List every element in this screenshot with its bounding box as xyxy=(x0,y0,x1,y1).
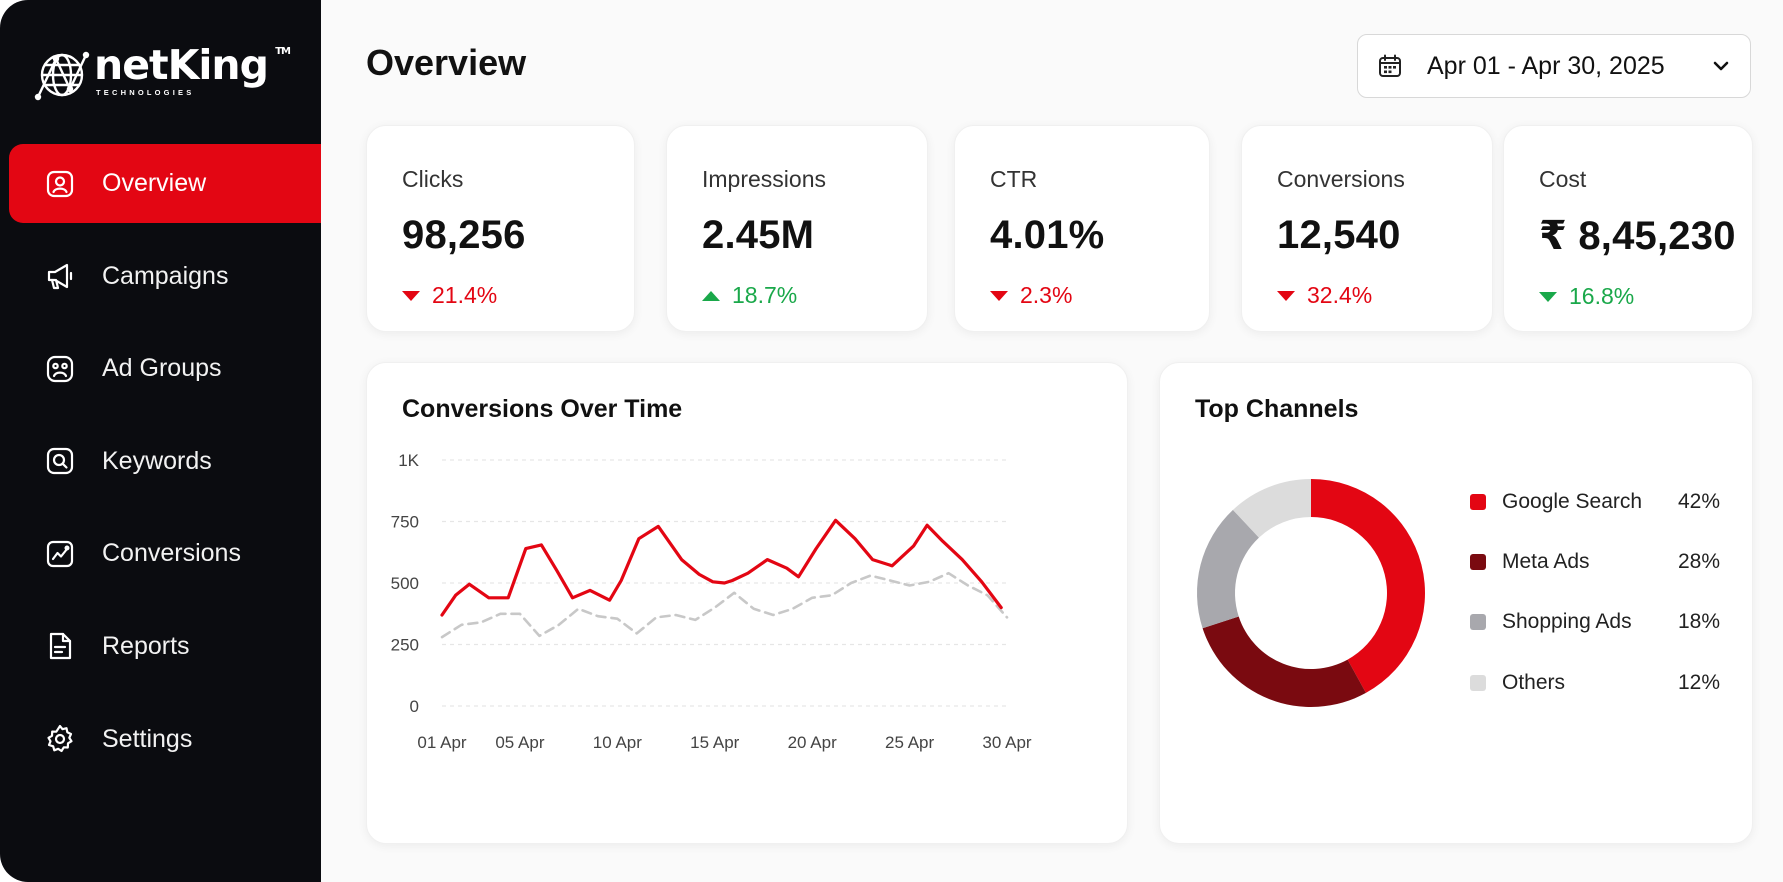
arrow-down-icon xyxy=(1277,290,1295,301)
comparison-series-line xyxy=(440,571,1009,639)
y-tick-label: 1K xyxy=(398,451,419,470)
conversions-line-chart: 0 250 500 750 1K 01 Apr 05 Apr 10 Apr 15 Apr 20 A… xyxy=(391,451,1032,752)
legend-value: 42% xyxy=(1677,490,1720,513)
kpi-label: Conversions xyxy=(1277,166,1405,192)
sidebar-item-label: Campaigns xyxy=(102,261,229,290)
legend-item: Meta Ads 28% xyxy=(1470,550,1720,574)
kpi-change: 2.3% xyxy=(990,282,1209,309)
x-tick-label: 20 Apr xyxy=(788,733,837,752)
kpi-value: ₹ 8,45,230 xyxy=(1539,214,1736,258)
x-tick-label: 10 Apr xyxy=(593,733,642,752)
brand-logo[interactable]: netKing TM TECHNOLOGIES xyxy=(34,45,291,104)
sidebar-item-keywords[interactable]: Keywords xyxy=(9,422,321,501)
kpi-card-conversions: Conversions 12,540 32.4% xyxy=(1241,125,1493,332)
kpi-change: 18.7% xyxy=(702,282,927,309)
trend-chart-icon xyxy=(44,538,76,570)
kpi-change: 16.8% xyxy=(1539,283,1752,310)
sidebar-nav: Overview Campaigns Ad Groups Keywords Co… xyxy=(9,144,321,792)
page-title: Overview xyxy=(366,42,527,83)
y-tick-label: 750 xyxy=(391,513,419,532)
globe-network-icon xyxy=(34,51,90,101)
chevron-down-icon xyxy=(1713,61,1729,71)
date-range-picker[interactable]: Apr 01 - Apr 30, 2025 xyxy=(1357,34,1751,98)
sidebar-item-label: Ad Groups xyxy=(102,354,222,383)
donut-slice xyxy=(1311,479,1425,693)
sidebar: netKing TM TECHNOLOGIES Overview Campaig… xyxy=(0,0,321,882)
kpi-value: 12,540 xyxy=(1277,213,1401,257)
brand-name: netKing xyxy=(94,41,269,89)
sidebar-item-label: Conversions xyxy=(102,539,241,568)
sidebar-item-settings[interactable]: Settings xyxy=(9,700,321,779)
legend-value: 28% xyxy=(1677,550,1720,573)
trademark-mark: TM xyxy=(275,46,291,57)
legend-item: Shopping Ads 18% xyxy=(1470,610,1720,634)
legend-swatch xyxy=(1470,675,1486,691)
y-tick-label: 250 xyxy=(391,636,419,655)
conversions-chart-card: Conversions Over Time 0 250 500 750 1K 01 Apr… xyxy=(366,362,1128,844)
chart-title: Conversions Over Time xyxy=(402,395,683,423)
sidebar-item-ad-groups[interactable]: Ad Groups xyxy=(9,329,321,408)
sidebar-item-overview[interactable]: Overview xyxy=(9,144,321,223)
x-tick-label: 30 Apr xyxy=(982,733,1031,752)
user-square-icon xyxy=(44,168,76,200)
calendar-icon xyxy=(1379,54,1401,77)
sidebar-item-campaigns[interactable]: Campaigns xyxy=(9,237,321,316)
sidebar-item-conversions[interactable]: Conversions xyxy=(9,514,321,593)
megaphone-icon xyxy=(44,260,76,292)
donut-slice xyxy=(1232,479,1311,538)
legend-swatch xyxy=(1470,554,1486,570)
legend-swatch xyxy=(1470,494,1486,510)
group-face-icon xyxy=(44,353,76,385)
sidebar-item-label: Overview xyxy=(102,169,207,197)
channels-donut-chart xyxy=(1197,479,1425,707)
legend-swatch xyxy=(1470,614,1486,630)
legend-item: Google Search 42% xyxy=(1470,490,1720,514)
arrow-down-icon xyxy=(990,290,1008,301)
legend-label: Google Search xyxy=(1502,490,1643,513)
kpi-card-clicks: Clicks 98,256 21.4% xyxy=(366,125,635,332)
x-tick-label: 15 Apr xyxy=(690,733,739,752)
conversions-series-line xyxy=(440,518,1003,617)
donut-slice xyxy=(1197,509,1259,629)
sidebar-item-label: Settings xyxy=(102,724,193,753)
legend-label: Shopping Ads xyxy=(1502,610,1632,633)
date-range-value: Apr 01 - Apr 30, 2025 xyxy=(1427,51,1665,80)
top-channels-card: Top Channels Google Search 42% Meta Ads 28%… xyxy=(1159,362,1753,844)
brand-tagline: TECHNOLOGIES xyxy=(96,88,195,97)
legend-item: Others 12% xyxy=(1470,671,1720,695)
chart-title: Top Channels xyxy=(1195,395,1359,423)
kpi-label: Clicks xyxy=(402,166,464,192)
kpi-change: 21.4% xyxy=(402,282,634,309)
legend-label: Meta Ads xyxy=(1502,550,1590,573)
kpi-label: CTR xyxy=(990,166,1038,192)
main-content: Overview Apr 01 - Apr 30, 2025 Clicks 98… xyxy=(321,0,1783,882)
y-tick-label: 500 xyxy=(391,574,419,593)
arrow-down-icon xyxy=(402,290,420,301)
kpi-change: 32.4% xyxy=(1277,282,1492,309)
kpi-card-cost: Cost ₹ 8,45,230 16.8% xyxy=(1503,125,1753,332)
kpi-label: Impressions xyxy=(702,166,826,192)
kpi-card-impressions: Impressions 2.45M 18.7% xyxy=(666,125,928,332)
sidebar-item-label: Keywords xyxy=(102,446,212,475)
y-tick-label: 0 xyxy=(410,697,419,716)
document-icon xyxy=(44,630,76,662)
x-tick-label: 01 Apr xyxy=(417,733,466,752)
kpi-card-ctr: CTR 4.01% 2.3% xyxy=(954,125,1210,332)
search-square-icon xyxy=(44,445,76,477)
x-tick-label: 25 Apr xyxy=(885,733,934,752)
sidebar-item-reports[interactable]: Reports xyxy=(9,607,321,686)
x-tick-label: 05 Apr xyxy=(495,733,544,752)
legend-value: 18% xyxy=(1677,610,1720,633)
kpi-value: 4.01% xyxy=(990,213,1105,257)
kpi-label: Cost xyxy=(1539,166,1587,192)
kpi-value: 2.45M xyxy=(702,213,815,257)
legend-label: Others xyxy=(1502,671,1566,694)
sidebar-item-label: Reports xyxy=(102,631,190,660)
arrow-up-icon xyxy=(702,290,720,301)
arrow-down-icon xyxy=(1539,291,1557,302)
donut-slice xyxy=(1202,616,1366,707)
kpi-value: 98,256 xyxy=(402,213,526,257)
gear-icon xyxy=(44,723,76,755)
legend-value: 12% xyxy=(1677,671,1720,694)
